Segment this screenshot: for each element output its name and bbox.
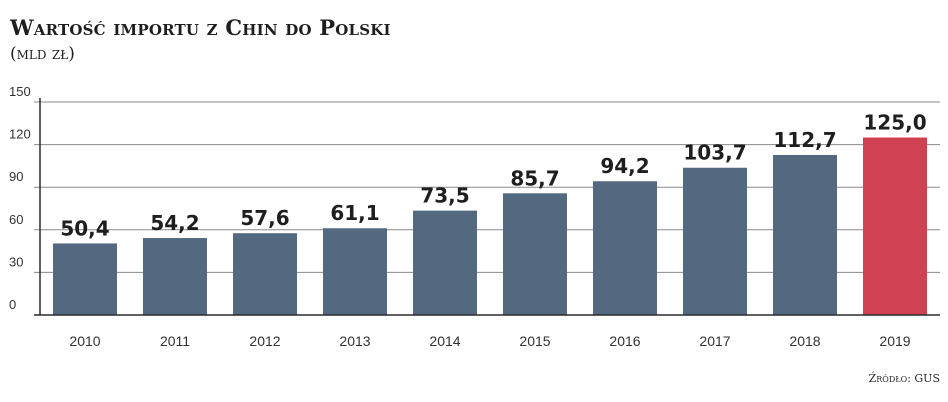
x-tick-label: 2019 [879,333,910,349]
y-tick-label: 0 [9,297,16,312]
x-tick-label: 2018 [789,333,820,349]
data-label: 54,2 [150,211,199,235]
data-label: 103,7 [683,141,746,165]
y-tick-label: 60 [9,212,23,227]
bar [323,228,387,315]
data-label: 61,1 [330,201,379,225]
bar [53,243,117,315]
bar [593,181,657,315]
x-tick-label: 2011 [160,333,190,349]
x-tick-label: 2016 [609,333,640,349]
bar [863,137,927,315]
data-label: 85,7 [510,166,559,190]
x-tick-label: 2017 [699,333,730,349]
data-label: 50,4 [60,216,109,240]
y-tick-label: 90 [9,169,23,184]
bar [503,193,567,315]
data-label: 73,5 [420,184,469,208]
y-tick-label: 150 [9,84,31,99]
x-tick-label: 2014 [429,333,460,349]
bar [773,154,837,315]
bar [233,233,297,315]
x-tick-label: 2015 [519,333,550,349]
x-tick-label: 2010 [69,333,100,349]
bar [143,238,207,315]
bar [683,167,747,315]
chart-subtitle: (mld zł) [10,44,75,64]
data-label: 57,6 [240,206,289,230]
x-tick-label: 2012 [249,333,280,349]
source-note: Źródło: GUS [868,372,940,385]
y-tick-label: 30 [9,254,23,269]
bar [413,210,477,315]
x-tick-label: 2013 [339,333,370,349]
data-label: 94,2 [600,154,649,178]
data-label: 125,0 [863,111,926,135]
chart-title: Wartość importu z Chin do Polski [10,15,391,40]
y-tick-label: 120 [9,127,31,142]
data-label: 112,7 [773,128,836,152]
